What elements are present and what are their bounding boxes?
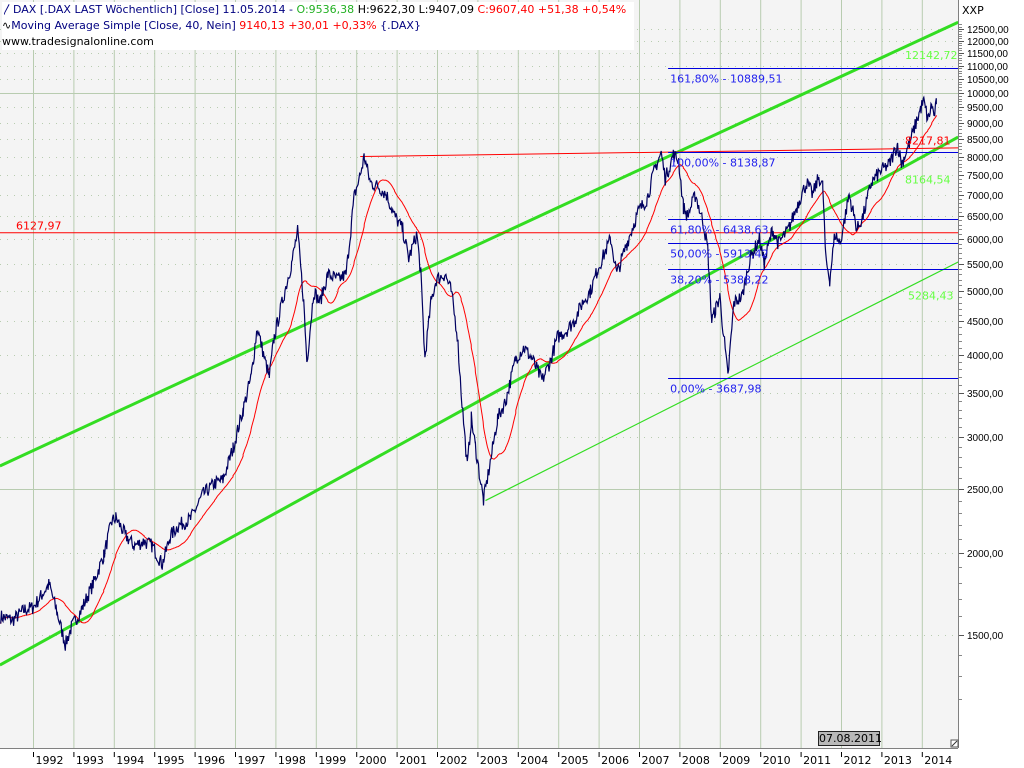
fib-level-label: 100,00% - 8138,87 [670, 157, 775, 170]
x-axis: 1992 1993 1994 1995 1996 1997 1998 1999 2000 2001… [33, 752, 952, 767]
trend-label: 8164,54 [905, 173, 951, 186]
x-tick-label: 1992 [36, 754, 64, 767]
x-tick-label: 1993 [76, 754, 104, 767]
y-tick-label: 12000,00 [967, 37, 1009, 48]
legend-high-low: H:9622,30 L:9407,09 [357, 3, 474, 16]
plot-area [0, 0, 958, 748]
cursor-date-label: 07.08.2011 [818, 731, 882, 746]
y-tick-label: 8000,00 [967, 153, 1004, 164]
x-tick-label: 1998 [278, 754, 306, 767]
fib-level-label: 0,00% - 3687,98 [670, 383, 761, 396]
y-tick-label: 12500,00 [967, 25, 1009, 36]
x-tick-label: 2006 [601, 754, 629, 767]
x-tick-label: 2001 [399, 754, 427, 767]
legend-ma-value: 9140,13 +30,01 +0,33% [239, 19, 377, 32]
x-tick-label: 1995 [157, 754, 185, 767]
x-tick-label: 1994 [116, 754, 144, 767]
fib-level-label: 61,80% - 6438,63 [670, 224, 768, 237]
trend-label: 5284,43 [908, 289, 954, 302]
plot-layer [0, 20, 958, 667]
x-tick-label: 2004 [520, 754, 548, 767]
y-tick-label: 2500,00 [967, 485, 1004, 496]
y-tick-label: 7000,00 [967, 191, 1004, 202]
legend-ma-name: Moving Average Simple [Close, 40, Nein] [11, 19, 236, 32]
trend-line [485, 261, 958, 502]
y-tick-label: 4500,00 [967, 317, 1004, 328]
legend-dax-symbol: DAX [.DAX LAST Wöchentlich] [Close] 11.0… [13, 3, 294, 16]
chart-legend: 〳DAX [.DAX LAST Wöchentlich] [Close] 11.… [2, 2, 635, 50]
legend-ma[interactable]: ∿Moving Average Simple [Close, 40, Nein]… [2, 18, 425, 34]
ma-series-icon: ∿ [2, 19, 12, 32]
x-tick-label: 2011 [803, 754, 831, 767]
axis-unit: XXP [962, 4, 984, 17]
x-tick-label: 2003 [480, 754, 508, 767]
fib-level-label: 161,80% - 10889,51 [670, 73, 782, 86]
legend-ma-suffix: {.DAX} [380, 19, 421, 32]
y-tick-label: 5500,00 [967, 260, 1004, 271]
trend-line [0, 135, 958, 667]
x-tick-label: 2014 [924, 754, 952, 767]
y-tick-label: 6500,00 [967, 212, 1004, 223]
fib-level-label: 38,20% - 5388,22 [670, 274, 768, 287]
y-tick-label: 3500,00 [967, 389, 1004, 400]
x-tick-label: 1997 [238, 754, 266, 767]
resize-handle-icon[interactable] [950, 739, 959, 748]
x-tick-label: 1999 [318, 754, 346, 767]
legend-open: O:9536,38 [296, 3, 355, 16]
y-tick-label: 2000,00 [967, 549, 1004, 560]
x-tick-label: 2013 [884, 754, 912, 767]
y-tick-label: 11000,00 [967, 62, 1008, 73]
x-tick-label: 1996 [197, 754, 225, 767]
line-labels: 12142,72 8164,54 5284,43 8217,81 6127,97 161,… [16, 49, 958, 396]
y-tick-label: 7500,00 [967, 171, 1004, 182]
x-tick-label: 2012 [844, 754, 872, 767]
x-tick-label: 2000 [359, 754, 387, 767]
resistance-label: 8217,81 [905, 135, 951, 148]
y-tick-label: 10500,00 [967, 75, 1009, 86]
y-tick-label: 10000,00 [967, 89, 1009, 100]
y-tick-label: 8500,00 [967, 135, 1004, 146]
y-tick-label: 9000,00 [967, 119, 1004, 130]
legend-close: C:9607,40 +51,38 +0,54% [477, 3, 627, 16]
grid [0, 0, 958, 748]
trend-label: 12142,72 [905, 49, 958, 62]
x-tick-label: 2008 [682, 754, 710, 767]
moving-average-line [0, 115, 937, 624]
x-tick-label: 2009 [722, 754, 750, 767]
y-tick-label: 4000,00 [967, 351, 1004, 362]
x-tick-label: 2005 [561, 754, 589, 767]
y-tick-label: 5000,00 [967, 287, 1004, 298]
x-tick-label: 2010 [763, 754, 791, 767]
x-tick-label: 2007 [642, 754, 670, 767]
source-url: www.tradesignalonline.com [2, 35, 154, 48]
y-tick-label: 3000,00 [967, 433, 1004, 444]
resistance-line [360, 147, 958, 158]
dax-price-line [0, 95, 937, 651]
y-tick-label: 6000,00 [967, 235, 1004, 246]
y-tick-label: 9500,00 [967, 103, 1004, 114]
trend-line [0, 20, 958, 468]
y-tick-label: 1500,00 [967, 631, 1004, 642]
x-tick-label: 2002 [440, 754, 468, 767]
y-tick-label: 11500,00 [967, 49, 1008, 60]
line-series-icon: 〳 [2, 3, 13, 16]
fib-level-label: 50,00% - 5913,42 [670, 248, 768, 261]
support-line-label: 6127,97 [16, 220, 62, 233]
legend-dax[interactable]: 〳DAX [.DAX LAST Wöchentlich] [Close] 11.… [2, 2, 631, 18]
